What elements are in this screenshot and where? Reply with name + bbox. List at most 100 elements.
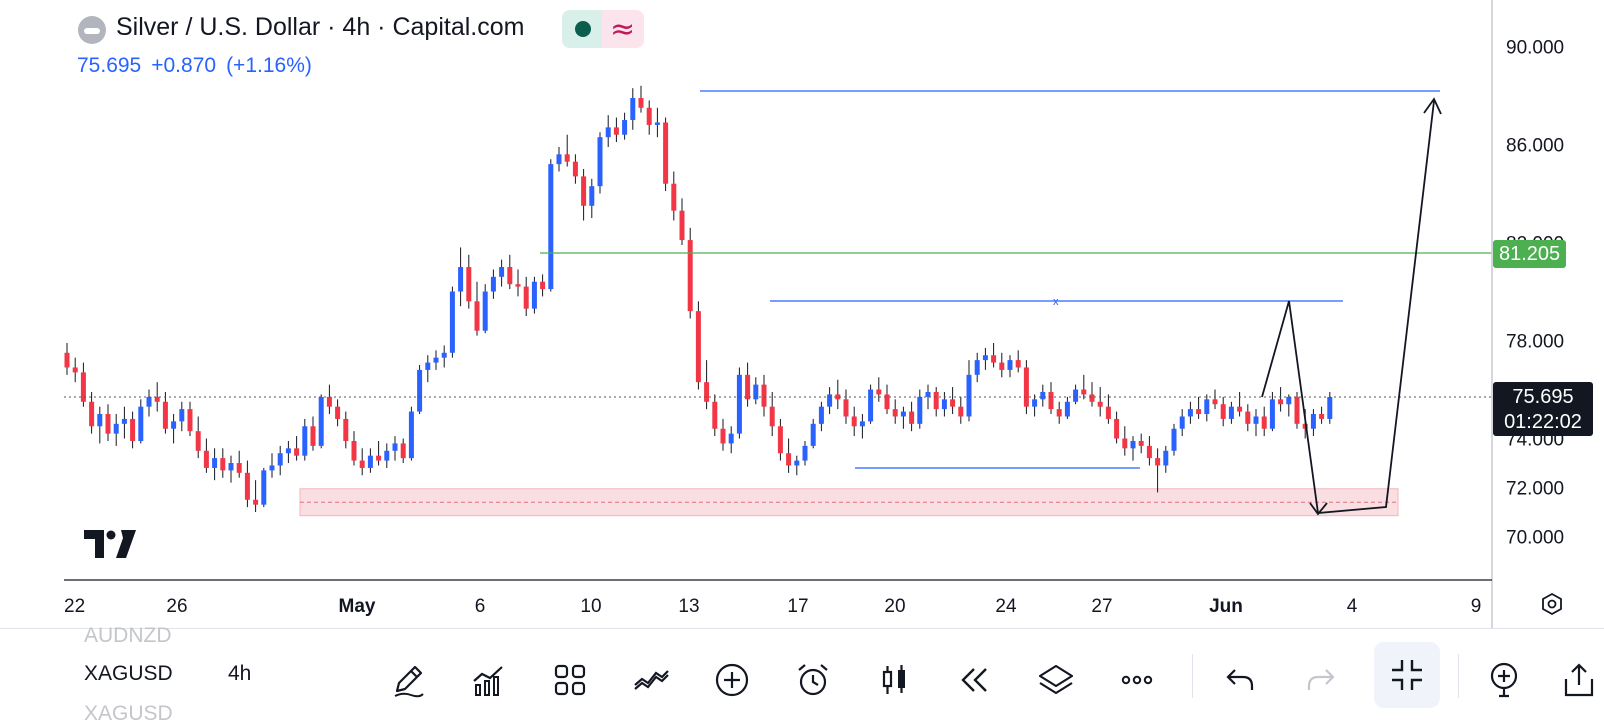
candle-body [294,448,300,456]
chart-type-button[interactable] [870,656,918,704]
candle-body [1040,391,1046,400]
candle-body [1138,440,1144,446]
candle-body [1310,414,1316,429]
level-price-tag: 81.205 [1493,240,1567,268]
candle-body [671,183,677,211]
candle-body [1089,394,1095,402]
candle-body [835,394,841,400]
candle-body [720,428,726,444]
watchlist-item-active[interactable]: XAGUSD 4h [84,662,251,686]
range-high-marker: x [1053,296,1059,308]
candle-body [564,154,570,162]
candle-body [622,120,628,135]
candle-body [933,391,939,410]
settings-icon[interactable] [1542,592,1562,616]
candle-body [540,281,546,290]
candle-body [786,453,792,466]
candle-body [925,391,931,397]
candle-body [753,384,759,400]
replay-button[interactable] [951,656,999,704]
candle-body [917,396,923,424]
candle-body [1114,418,1120,439]
candle-body [343,418,349,441]
time-axis-label: 27 [1091,596,1112,617]
candle-body [212,458,218,468]
candle-body [269,465,275,471]
time-axis-label: 4 [1347,596,1358,617]
add-button[interactable] [708,656,756,704]
candle-body [253,499,259,505]
candle-body [1204,399,1210,415]
candle-body [179,409,185,422]
candle-body [638,97,644,108]
approx-icon: ≈ [610,12,636,47]
watchlist-item-next[interactable]: XAGUSD1D [84,702,173,720]
candle-body [827,394,833,407]
candle-body [121,418,127,424]
price-quote: 75.695 +0.870 (+1.16%) [77,54,322,78]
candle-body [318,396,324,446]
candle-body [138,406,144,441]
candle-body [769,406,775,427]
candle-body [89,401,95,427]
candle-body [425,362,431,370]
add-alert-button[interactable] [1480,656,1528,704]
candle-body [220,458,226,471]
candle-body [1228,406,1234,419]
candle-body [1081,389,1087,395]
candle-body [384,450,390,461]
time-axis-label: 24 [995,596,1017,617]
candle-body [818,406,824,424]
share-button[interactable] [1560,656,1604,704]
watchlist-item-prev[interactable]: AUDNZD2h [84,624,172,642]
alert-button[interactable] [789,656,837,704]
watchlist-symbol: XAGUSD [84,702,173,720]
candle-body [892,409,898,417]
candle-body [695,311,701,383]
candle-body [663,122,669,184]
candle-body [433,357,439,363]
price-axis-label: 90.000 [1506,38,1564,59]
undo-button[interactable] [1216,656,1264,704]
candle-body [851,416,857,427]
candle-body [605,127,611,138]
price-axis-label: 86.000 [1506,136,1564,157]
draw-tool-button[interactable] [384,656,432,704]
plus-circle-icon [715,663,749,697]
candle-body [154,396,160,402]
candle-body [80,372,86,402]
candle-body [351,440,357,461]
layouts-button[interactable] [546,656,594,704]
indicators-button[interactable] [465,656,513,704]
candle-body [466,267,472,302]
candle-body [876,389,882,395]
current-price-tag: 75.695 01:22:02 [1493,382,1593,436]
candle-body [1327,397,1333,419]
redo-button[interactable] [1297,656,1345,704]
toolbar-divider [1458,654,1459,698]
candle-body [679,210,685,241]
fullscreen-exit-button[interactable] [1374,642,1440,708]
more-button[interactable] [1113,656,1161,704]
candle-body [1278,399,1284,405]
time-axis-label: May [339,596,376,617]
compare-button[interactable] [627,656,675,704]
candle-body [1294,396,1300,424]
candle-body [654,122,660,125]
undo-icon [1226,669,1254,690]
candle-body [523,286,529,309]
status-badge[interactable]: ≈ [562,10,644,48]
candle-body [728,433,734,444]
candle-body [1212,399,1218,405]
candle-body [1269,399,1275,429]
candle-body [909,411,915,424]
object-tree-button[interactable] [1032,656,1080,704]
candle-body [630,97,636,121]
projection-path[interactable] [1261,100,1435,514]
compare-icon [634,670,669,690]
candle-body [1163,450,1169,466]
candle-body [449,291,455,353]
candle-body [1007,360,1013,370]
candle-body [761,384,767,407]
